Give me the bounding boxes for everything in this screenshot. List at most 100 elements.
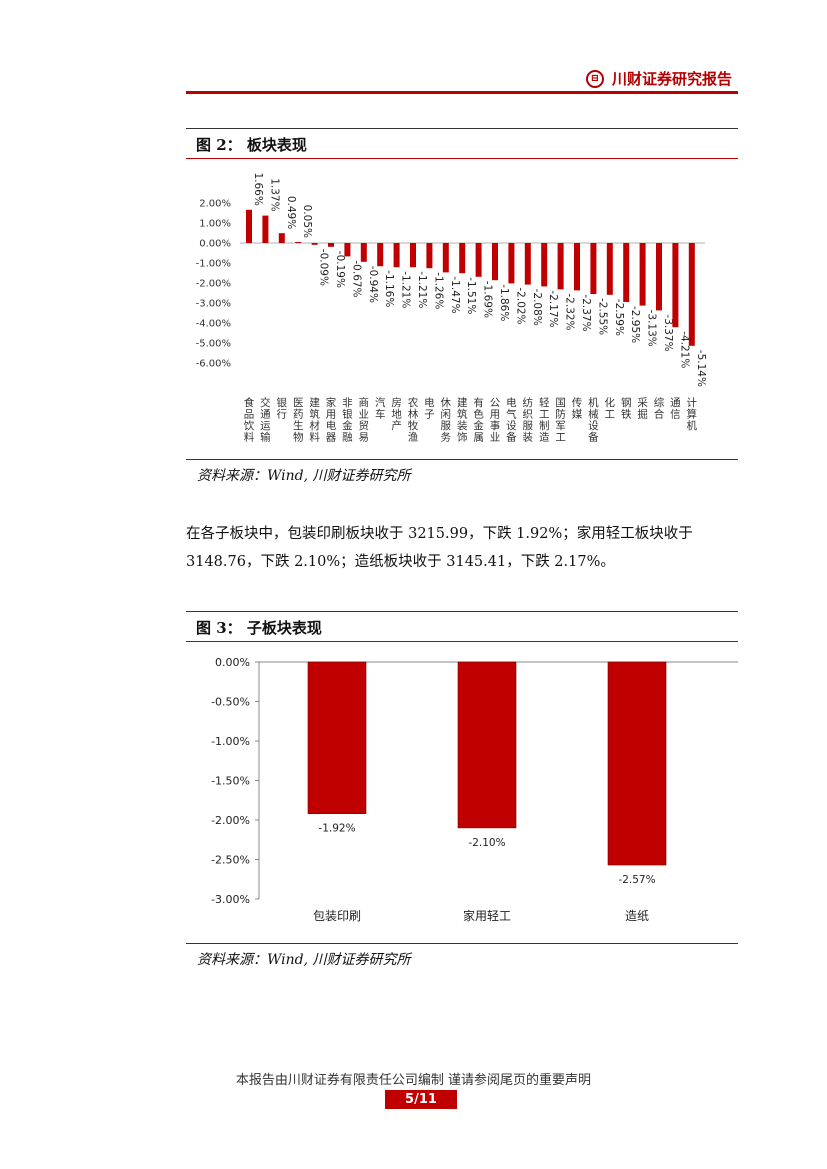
category-label: 通信 — [670, 397, 681, 421]
bar — [426, 243, 433, 269]
data-label: -1.21% — [400, 271, 412, 308]
bar — [246, 209, 252, 243]
y-tick-label: -2.00% — [211, 814, 250, 827]
bar — [541, 243, 548, 287]
data-label: -0.67% — [350, 260, 362, 297]
data-label: -1.69% — [482, 281, 494, 318]
category-label: 公用事业 — [490, 397, 501, 444]
category-label: 有色金属 — [473, 396, 484, 444]
figure2-chart: 2.00% 1.00% 0.00% -1.00% -2.00% -3.00% -4.00% -… — [196, 172, 707, 444]
bar — [393, 243, 400, 268]
bar — [574, 243, 580, 291]
category-label: 化工 — [605, 396, 616, 421]
category-label: 钢铁 — [621, 396, 632, 421]
data-label: -0.19% — [334, 251, 346, 288]
bar — [377, 243, 384, 267]
data-label: 1.37% — [268, 178, 280, 211]
category-label: 纺织服装 — [523, 396, 534, 444]
bar — [606, 243, 613, 295]
figure3-source: 资料来源：Wind, 川财证券研究所 — [197, 952, 411, 968]
data-label: -1.92% — [318, 823, 355, 835]
data-label: -1.86% — [498, 284, 510, 321]
data-label: -2.02% — [514, 287, 526, 324]
category-label: 建筑材料 — [309, 396, 320, 444]
category-label: 建筑装饰 — [457, 396, 468, 444]
y-tick-label: -1.00% — [211, 735, 250, 748]
bar — [524, 243, 531, 285]
figure2-source: 资料来源：Wind, 川财证券研究所 — [197, 468, 411, 484]
page-number: 5/11 — [385, 1090, 457, 1109]
category-label: 家用电器 — [326, 396, 337, 444]
data-label: -1.26% — [432, 272, 444, 309]
y-tick-label: 1.00% — [199, 219, 231, 230]
bar — [311, 243, 318, 245]
data-label: 1.66% — [252, 172, 264, 205]
y-tick-label: 2.00% — [199, 199, 231, 210]
body-paragraph: 在各子板块中，包装印刷板块收于 3215.99，下跌 1.92%；家用轻工板块收… — [186, 526, 693, 570]
bar — [557, 243, 564, 290]
category-label: 食品饮料 — [244, 396, 255, 444]
data-label: -1.51% — [465, 277, 477, 314]
category-label: 传媒 — [572, 397, 583, 421]
bar — [623, 243, 630, 302]
bar — [442, 243, 449, 273]
bar — [278, 233, 285, 243]
bar — [328, 243, 334, 247]
category-label: 计算机 — [687, 396, 698, 432]
category-label: 非银金融 — [342, 397, 353, 444]
category-label: 银行 — [277, 396, 288, 421]
data-label: 0.49% — [285, 196, 297, 229]
figure3-bottom-rule — [186, 943, 738, 944]
footer-disclaimer: 本报告由川财证券有限责任公司编制 谨请参阅尾页的重要声明 — [235, 1073, 592, 1088]
figure3-top-rule — [186, 611, 738, 612]
bar — [457, 661, 517, 829]
category-label: 电气设备 — [506, 396, 517, 444]
y-tick-label: -1.50% — [211, 775, 250, 788]
bar — [590, 243, 597, 294]
y-tick-label: -5.00% — [196, 339, 231, 350]
figure3-chart: 0.00% -0.50% -1.00% -1.50% -2.00% -2.50% -3.00… — [211, 656, 738, 923]
bar — [607, 661, 667, 866]
figure3-title: 图 3： 子板块表现 — [196, 619, 322, 637]
category-label: 包装印刷 — [313, 909, 361, 923]
data-label: -0.09% — [318, 249, 330, 286]
category-label: 房地产 — [391, 396, 402, 432]
chuancai-logo-icon: ⊟ — [586, 69, 604, 88]
bar — [475, 243, 482, 277]
y-tick-label: -1.00% — [196, 259, 231, 270]
data-label: -3.13% — [646, 310, 658, 347]
data-label: -4.21% — [678, 331, 690, 368]
data-label: -2.59% — [613, 299, 625, 336]
figure2-bottom-rule — [186, 459, 738, 460]
bar — [295, 242, 302, 243]
header-brand: ⊟ 川财证券研究报告 — [586, 68, 732, 89]
data-label: -2.37% — [580, 294, 592, 331]
bar — [410, 243, 416, 268]
bar — [639, 243, 646, 306]
category-label: 医药生物 — [293, 397, 304, 444]
y-tick-label: -3.00% — [196, 299, 231, 310]
bar — [307, 661, 367, 814]
figure2-title-rule — [186, 158, 738, 159]
data-label: -2.55% — [596, 298, 608, 335]
category-label: 商业贸易 — [359, 396, 370, 444]
data-label: 0.05% — [301, 205, 313, 238]
y-tick-label: 0.00% — [199, 239, 231, 250]
y-tick-label: -6.00% — [196, 359, 231, 370]
data-label: -2.10% — [468, 837, 505, 849]
category-label: 轻工制造 — [539, 396, 550, 444]
bar — [262, 215, 269, 243]
bar — [672, 243, 679, 328]
header-divider — [186, 91, 738, 94]
category-label: 休闲服务 — [441, 397, 452, 444]
data-label: -1.21% — [416, 271, 428, 308]
y-tick-label: 0.00% — [215, 656, 250, 669]
y-tick-label: -4.00% — [196, 319, 231, 330]
figure2-title: 图 2： 板块表现 — [196, 136, 307, 154]
bar — [344, 243, 351, 257]
data-label: -1.47% — [449, 276, 461, 313]
data-label: -2.57% — [618, 874, 655, 886]
bar — [459, 243, 466, 274]
category-label: 综合 — [654, 396, 665, 421]
bar — [508, 243, 515, 284]
